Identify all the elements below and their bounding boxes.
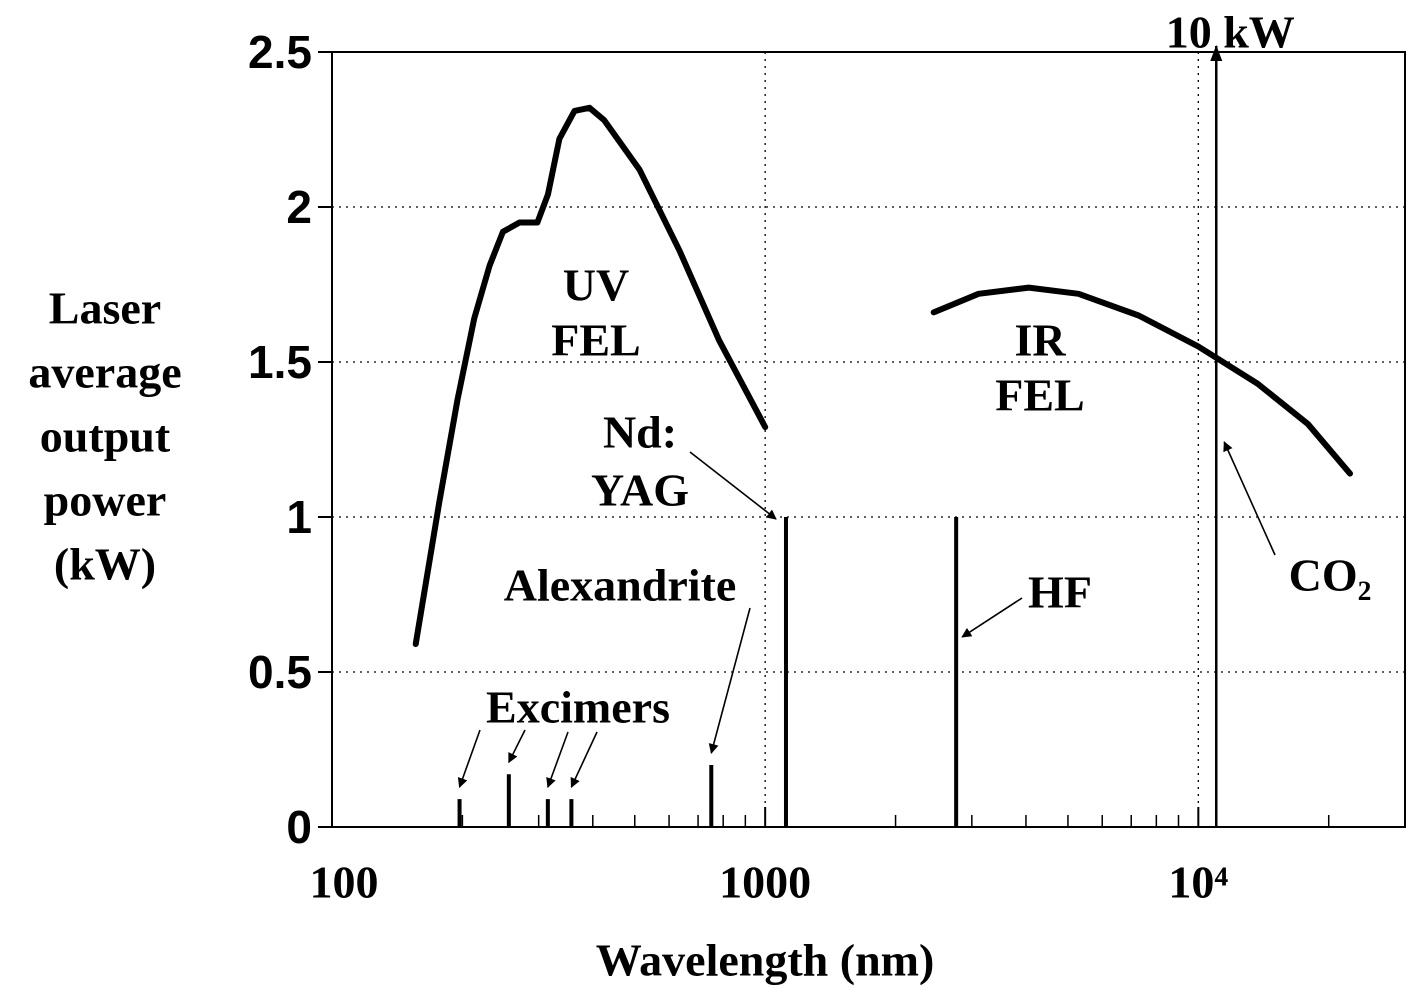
y-tick-label: 2.5 xyxy=(248,26,312,78)
y-tick-label: 0.5 xyxy=(248,646,312,698)
y-axis-label: power xyxy=(44,475,167,526)
series-label: HF xyxy=(1028,567,1092,618)
y-axis-label: output xyxy=(40,411,171,462)
arrow xyxy=(508,729,526,764)
arrow xyxy=(457,729,481,789)
series-label: Nd: xyxy=(603,407,677,458)
y-tick-label: 1.5 xyxy=(248,336,312,388)
y-axis-label: Laser xyxy=(49,283,161,334)
value-label: 10 kW xyxy=(1166,7,1295,58)
arrow xyxy=(570,731,598,789)
series-label: FEL xyxy=(551,315,640,366)
series-label: Alexandrite xyxy=(504,560,737,611)
arrow xyxy=(708,607,751,754)
series-label: IR xyxy=(1014,315,1066,366)
y-axis-label: (kW) xyxy=(54,539,156,590)
x-tick-label: 10⁴ xyxy=(1168,857,1228,908)
arrow xyxy=(1223,441,1276,556)
y-tick-label: 2 xyxy=(286,181,312,233)
x-tick-label: 100 xyxy=(310,857,379,908)
series-label: UV xyxy=(563,260,629,311)
series-label: YAG xyxy=(591,465,689,516)
y-tick-label: 1 xyxy=(286,491,312,543)
x-tick-label: 1000 xyxy=(719,857,811,908)
plot-frame xyxy=(331,51,1406,828)
curve xyxy=(412,104,769,648)
arrow xyxy=(689,451,777,520)
y-tick-label: 0 xyxy=(286,801,312,853)
curve xyxy=(930,284,1353,477)
arrow xyxy=(961,597,1023,638)
y-axis-label: average xyxy=(28,347,181,398)
arrow xyxy=(546,731,569,789)
series-label: Excimers xyxy=(486,682,670,733)
series-label: FEL xyxy=(995,370,1084,421)
series-label: CO₂ xyxy=(1289,550,1372,601)
x-axis-label: Wavelength (nm) xyxy=(596,935,935,986)
